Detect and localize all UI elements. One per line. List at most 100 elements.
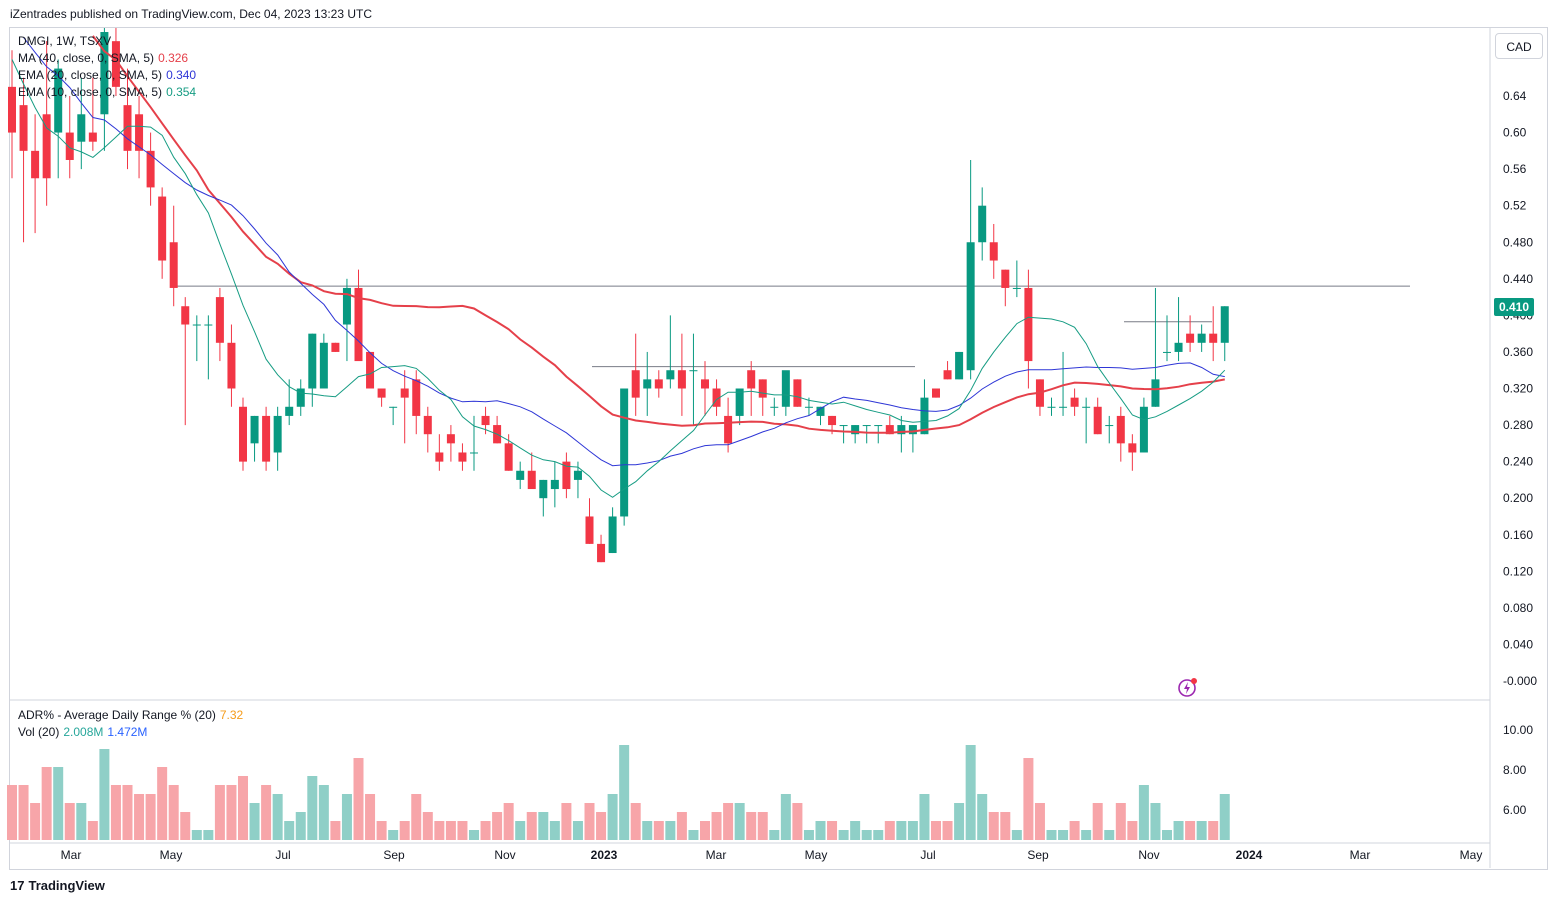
currency-button[interactable]: CAD [1495, 33, 1543, 59]
candle-body [631, 370, 640, 398]
volume-bar [284, 821, 295, 840]
candle-body [666, 370, 675, 380]
volume-bar [238, 776, 248, 840]
volume-bar [653, 821, 664, 840]
candle-body [562, 461, 571, 490]
candle-body [816, 406, 825, 416]
volume-bar [526, 812, 537, 840]
candle-body [932, 388, 940, 398]
volume-bar [757, 812, 768, 840]
time-tick-label: May [160, 848, 183, 862]
candle-body [423, 415, 432, 435]
volume-bar [931, 821, 941, 840]
volume-bar [630, 803, 641, 840]
volume-bar [515, 821, 526, 840]
candle-body [897, 425, 906, 435]
volume-bar [861, 830, 872, 840]
volume-bar [214, 785, 225, 840]
candle-body [123, 105, 132, 151]
candle-body [481, 415, 490, 426]
candle-body [989, 242, 998, 261]
volume-bar [480, 821, 491, 840]
adr-tick-label: 8.00 [1503, 763, 1527, 777]
volume-bar [330, 821, 341, 840]
ma40-legend: MA (40, close, 0, SMA, 5) 0.326 [18, 51, 189, 65]
tradingview-logo[interactable]: 17 TradingView [10, 878, 105, 893]
volume-bar [64, 803, 75, 840]
volume-bar [1162, 830, 1172, 840]
volume-bar [1115, 803, 1126, 840]
volume-bar [30, 803, 41, 840]
candle-body [400, 388, 409, 398]
volume-bar [180, 812, 191, 840]
volume-bar [1185, 821, 1196, 840]
price-tick-label: 0.52 [1503, 199, 1527, 213]
candle-body [146, 150, 155, 188]
volume-bar [884, 821, 895, 840]
candle-body [712, 388, 721, 407]
volume-bar [388, 830, 399, 840]
volume-bar [1069, 821, 1080, 840]
publish-header: iZentrades published on TradingView.com,… [10, 7, 372, 21]
candle-body [597, 543, 606, 563]
candle-body [828, 415, 837, 426]
candle-body [1151, 379, 1160, 407]
candle-body [585, 516, 594, 544]
candle-body [643, 379, 652, 389]
candle-body [308, 333, 317, 389]
volume-bar [41, 767, 52, 840]
volume-bar [584, 803, 595, 840]
indicator-legend: ADR% - Average Daily Range % (20) 7.32 Vo… [18, 707, 243, 741]
candle-body [943, 370, 952, 380]
candle-body [955, 351, 964, 380]
volume-bar [1150, 803, 1161, 840]
volume-bar [503, 803, 514, 840]
ema10-line [11, 59, 1226, 498]
price-tick-label: -0.000 [1503, 674, 1537, 688]
candle-body [1116, 415, 1125, 444]
candle-body [296, 388, 305, 407]
lightning-icon[interactable] [1177, 677, 1199, 699]
volume-bar [249, 803, 260, 840]
ma40-value: 0.326 [158, 51, 189, 65]
volume-bar [873, 830, 884, 840]
volume-bar [1138, 785, 1149, 840]
volume-bar [226, 785, 237, 840]
tv-logo-icon: 17 [10, 878, 25, 893]
volume-bar [1000, 812, 1011, 840]
volume-bar [134, 794, 145, 840]
candle-body [366, 351, 375, 389]
volume-bar [838, 830, 849, 840]
volume-bar [780, 794, 791, 840]
volume-bar [711, 812, 722, 840]
last-price-tag: 0.410 [1494, 298, 1534, 316]
candle-body [215, 297, 224, 343]
volume-bar [168, 785, 179, 840]
volume-bar [746, 812, 757, 840]
candle-body [1220, 306, 1229, 343]
candle-body [77, 114, 86, 142]
candle-body [1001, 269, 1010, 288]
volume-bar [1104, 830, 1115, 840]
volume-bar [53, 767, 64, 840]
adr-legend: ADR% - Average Daily Range % (20) 7.32 [18, 708, 244, 722]
candle-body [793, 379, 802, 407]
candle-body [8, 86, 16, 133]
volume-bar [191, 830, 202, 840]
candle-body [1174, 342, 1183, 352]
candle-body [1186, 333, 1195, 343]
candle-body [262, 415, 271, 462]
volume-bar [1011, 830, 1022, 840]
price-tick-label: 0.080 [1503, 601, 1533, 615]
time-tick-label: Nov [1138, 848, 1159, 862]
time-tick-label: Sep [383, 848, 405, 862]
time-tick-label: Jul [275, 848, 290, 862]
volume-bar [734, 803, 745, 840]
volume-bar [572, 821, 583, 840]
volume-bar [145, 794, 156, 840]
volume-bar [827, 821, 838, 840]
time-tick-label: Nov [494, 848, 515, 862]
candle-body [31, 150, 40, 179]
price-tick-label: 0.280 [1503, 418, 1533, 432]
